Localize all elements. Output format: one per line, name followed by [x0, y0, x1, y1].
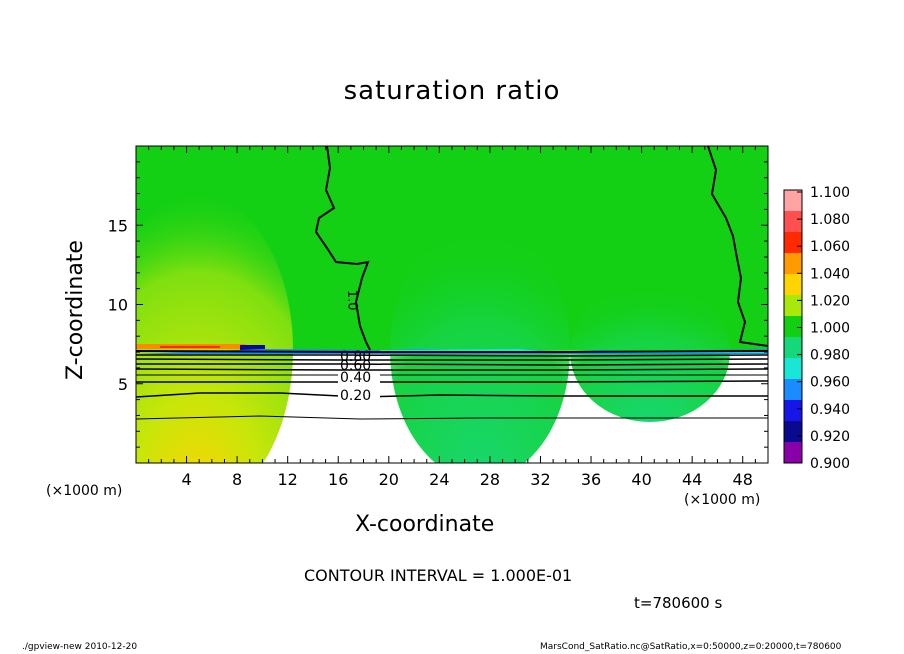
contour-label-060: 0.60 — [340, 358, 371, 374]
colorbar-swatch — [784, 400, 802, 422]
colorbar-label: 1.000 — [810, 321, 850, 337]
x-tick-label: 4 — [181, 470, 191, 489]
colorbar-label: 1.020 — [810, 293, 850, 309]
chart-title: saturation ratio — [343, 76, 561, 106]
contour-line-4 — [136, 363, 768, 366]
colorbar-swatch — [784, 421, 802, 443]
x-axis: 4 8 12 16 20 24 28 32 36 40 44 48 — [148, 146, 756, 489]
colorbar-swatch — [784, 211, 802, 233]
contour-label-040: 0.40 — [340, 370, 371, 386]
cool-anomaly-1 — [390, 220, 570, 463]
x-tick-label: 36 — [581, 470, 601, 489]
x-axis-unit: (×1000 m) — [684, 492, 761, 508]
contour-label-020: 0.20 — [340, 388, 371, 404]
inversion-dark-patch — [240, 345, 265, 351]
contour-lines — [136, 146, 768, 420]
contour-line-9 — [136, 415, 768, 420]
colorbar-label: 1.080 — [810, 212, 850, 228]
y-tick-label: 5 — [118, 375, 128, 394]
colorbar-swatch — [784, 274, 802, 296]
contour-line-2 — [136, 354, 768, 357]
colorbar-label: 0.980 — [810, 348, 850, 364]
colorbar-label: 0.900 — [810, 456, 850, 472]
contour-label-080: 0.80 — [340, 349, 371, 365]
contour-interval-note: CONTOUR INTERVAL = 1.000E-01 — [304, 566, 573, 585]
x-tick-label: 24 — [429, 470, 449, 489]
y-axis-unit: (×1000 m) — [46, 483, 123, 499]
contour-line-3 — [136, 358, 768, 361]
contour-1-0-right — [707, 146, 768, 347]
x-tick-label: 44 — [682, 470, 702, 489]
contour-label-group: 0.80 0.60 0.40 0.20 1.0 — [338, 290, 380, 404]
x-tick-label: 40 — [631, 470, 651, 489]
colorbar-label: 0.940 — [810, 402, 850, 418]
contour-line-7 — [136, 380, 768, 383]
contour-line-1 — [136, 350, 768, 353]
colorbar-swatch — [784, 253, 802, 275]
colorbar-swatch — [784, 232, 802, 254]
x-tick-label: 20 — [379, 470, 399, 489]
x-tick-label: 28 — [480, 470, 500, 489]
colorbar-label: 1.100 — [810, 185, 850, 201]
warm-anomaly — [136, 195, 293, 463]
x-tick-label: 16 — [328, 470, 348, 489]
colorbar-label: 1.060 — [810, 239, 850, 255]
inversion-band-red — [160, 346, 220, 348]
colorbar-label: 0.920 — [810, 429, 850, 445]
colorbar-swatch — [784, 190, 802, 212]
x-tick-label: 48 — [733, 470, 753, 489]
colorbar-swatch — [784, 337, 802, 359]
x-tick-label: 8 — [232, 470, 242, 489]
colorbar-label: 0.960 — [810, 375, 850, 391]
contour-label-100: 1.0 — [344, 290, 360, 311]
colorbar-frame — [783, 189, 803, 464]
footer-left: ./gpview-new 2010-12-20 — [22, 642, 138, 652]
time-stamp: t=780600 s — [634, 594, 723, 612]
x-tick-label: 32 — [530, 470, 550, 489]
colorbar-swatch — [784, 442, 802, 464]
footer-right: MarsCond_SatRatio.nc@SatRatio,x=0:50000,… — [540, 642, 842, 652]
colorbar: 1.100 1.080 1.060 1.040 1.020 1.000 0.980 0.960… — [783, 185, 850, 472]
y-tick-label: 15 — [108, 216, 128, 235]
y-axis-label: Z-coordinate — [63, 240, 88, 380]
y-tick-label: 10 — [108, 296, 128, 315]
colorbar-swatch — [784, 295, 802, 317]
contour-line-5 — [136, 368, 768, 371]
x-axis-label: X-coordinate — [355, 512, 495, 537]
y-axis: 5 10 15 — [108, 161, 768, 448]
colorbar-swatch — [784, 316, 802, 338]
contour-1-0-left — [314, 146, 371, 351]
colorbar-swatch — [784, 358, 802, 380]
x-tick-label: 12 — [278, 470, 298, 489]
colorbar-label: 1.040 — [810, 266, 850, 282]
colorbar-swatch — [784, 379, 802, 401]
